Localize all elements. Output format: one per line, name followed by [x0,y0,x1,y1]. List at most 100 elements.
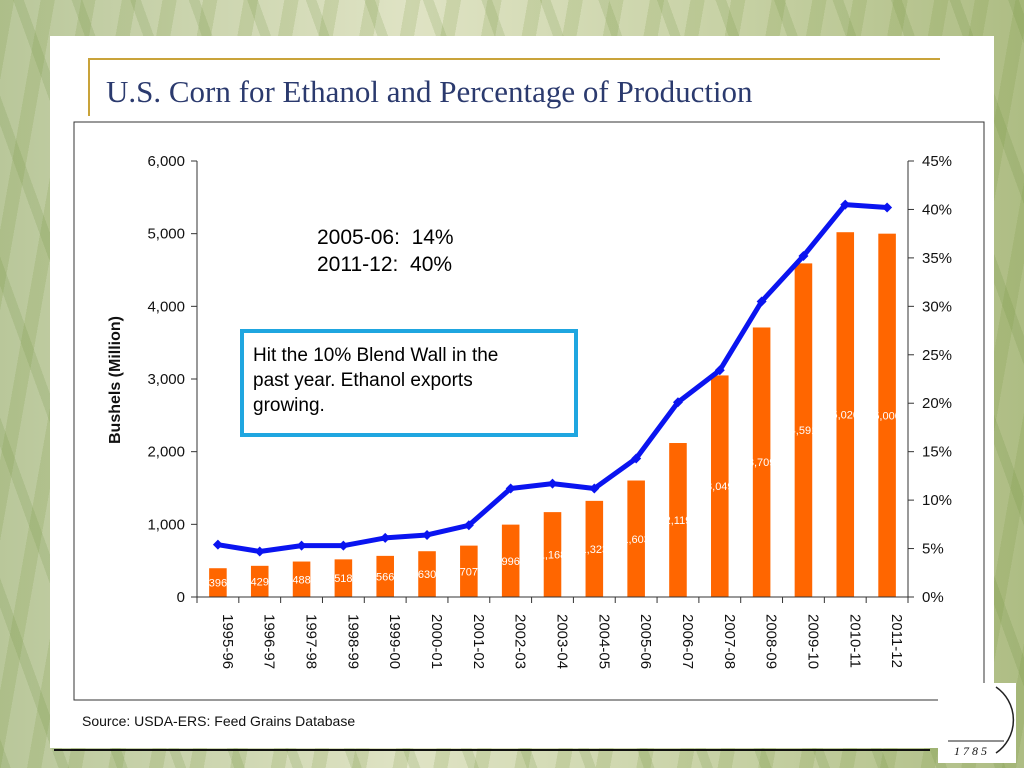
percent-point [463,520,474,531]
y-tick-label: 4,000 [147,298,185,315]
university-logo [938,683,1016,763]
bar-data-label: 5,020 [831,410,859,422]
percent-point [756,296,767,307]
percent-point [505,483,516,494]
percent-point [547,478,558,489]
x-category-label: 2011-12 [888,614,905,668]
x-category-label: 2008-09 [763,614,780,669]
bar-data-label: 996 [501,556,519,568]
x-category-label: 2000-01 [428,614,445,669]
bar [794,263,813,597]
bar-group: 396 429 488 518 566 630 707 996 1,168 1,323 1,603 2… [209,232,901,598]
percent-point [296,540,307,551]
x-category-label: 1999-00 [386,614,403,669]
percent-point [212,539,223,550]
bar-data-label: 1,603 [622,534,650,546]
bar [836,232,855,598]
x-category-label: 2007-08 [721,614,738,669]
bar [250,565,269,597]
bar-data-label: 1,168 [539,550,567,562]
axes-group: 0 1,000 2,000 3,000 4,000 5,000 6,000 0% 5% 10% 15… [147,153,952,669]
y2-tick-label: 20% [922,395,952,412]
y2-tick-label: 25% [922,347,952,364]
percent-point [254,546,265,557]
title-accent-horizontal [88,58,940,60]
x-category-label: 2010-11 [846,614,863,668]
bar [376,555,394,597]
percent-point [840,199,851,210]
bar [627,480,645,597]
x-category-label: 2006-07 [679,614,696,669]
y2-tick-label: 15% [922,444,952,461]
bar [334,559,353,597]
bar-data-label: 5,000 [873,410,901,422]
bar-data-label: 488 [292,574,310,586]
percent-point [380,532,391,543]
bar [460,545,478,597]
line-group [212,199,893,557]
bar [501,524,520,597]
bar-data-label: 630 [418,569,436,581]
chart-title: U.S. Corn for Ethanol and Percentage of … [106,74,753,109]
y2-tick-label: 0% [922,589,944,606]
y2-tick-label: 35% [922,250,952,267]
bar [209,568,227,597]
y-axis-label: Bushels (Million) [107,316,124,444]
y2-tick-label: 30% [922,298,952,315]
bar [585,500,604,597]
x-category-label: 2009-10 [804,614,821,669]
x-category-label: 2003-04 [554,614,571,669]
y2-tick-label: 45% [922,153,952,170]
x-category-label: 2005-06 [637,614,654,669]
title-accent-vertical [88,58,90,116]
bar-data-label: 566 [376,571,394,583]
x-category-label: 2002-03 [512,614,529,669]
percent-point [631,453,642,464]
bar [711,375,729,597]
bar [669,443,687,597]
bar-data-label: 2,119 [665,515,692,527]
bar-data-label: 4,591 [790,425,818,437]
y-tick-label: 1,000 [147,516,185,533]
percent-point [882,202,893,213]
y-tick-label: 0 [177,589,185,606]
share-note: 2005-06: 14% 2011-12: 40% [317,226,454,276]
percent-point [422,529,433,540]
footer-rule [54,749,930,751]
y2-tick-label: 40% [922,201,952,218]
x-category-label: 2004-05 [595,614,612,669]
bar [418,551,436,597]
bar-data-label: 3,049 [706,481,734,493]
y2-tick-label: 10% [922,492,952,509]
percent-point [672,397,683,408]
percent-point [798,250,809,261]
bar-data-label: 518 [334,573,352,585]
bar-data-label: 3,709 [748,457,776,469]
y-tick-label: 3,000 [147,371,185,388]
x-category-label: 1997-98 [303,614,320,669]
y-tick-label: 6,000 [147,153,185,170]
bar-data-label: 707 [460,566,478,578]
x-category-label: 1998-99 [344,614,361,669]
callout-box: Hit the 10% Blend Wall in the past year.… [240,329,578,437]
percent-point [338,540,349,551]
bar [878,233,896,597]
y-tick-label: 5,000 [147,226,185,243]
y-tick-label: 2,000 [147,444,185,461]
logo-seal-icon [948,686,1015,754]
x-category-label: 1996-97 [261,614,278,669]
percent-point [714,365,725,376]
x-category-label: 2001-02 [470,614,487,669]
bar [292,561,311,597]
bar-data-label: 429 [251,576,269,588]
y2-tick-label: 5% [922,541,944,558]
source-note: Source: USDA-ERS: Feed Grains Database [82,713,356,729]
x-category-label: 1995-96 [219,614,236,669]
bar-data-label: 396 [209,578,227,590]
percent-point [589,483,600,494]
bar [752,327,771,597]
bar-data-label: 1,323 [581,544,609,556]
bar [543,512,562,597]
logo-year: 1785 [954,744,990,758]
